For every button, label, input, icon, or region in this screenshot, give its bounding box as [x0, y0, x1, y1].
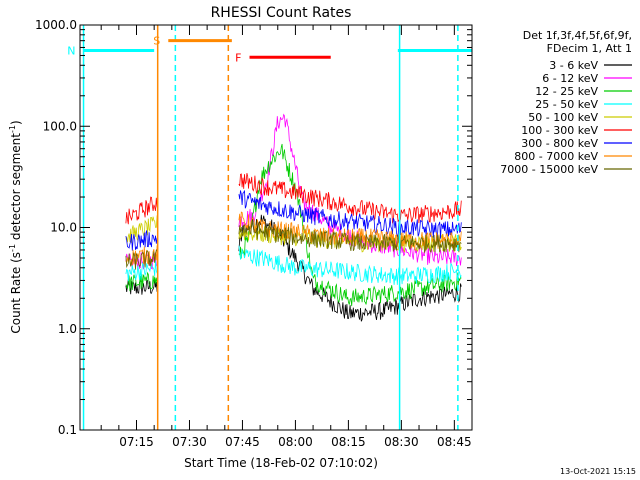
legend-entry-7000-15000-kev: 7000 - 15000 keV	[500, 163, 598, 176]
x-tick-label: 08:15	[331, 435, 366, 449]
y-tick-label: 100.0	[43, 119, 77, 133]
series-line-300-800-kev	[238, 190, 462, 239]
interval-label-f: F	[235, 51, 241, 64]
interval-label-n: N	[67, 44, 75, 57]
legend-entry-100-300-kev: 100 - 300 keV	[521, 124, 598, 137]
legend: Det 1f,3f,4f,5f,6f,9f, FDecim 1, Att 1 3…	[500, 29, 632, 176]
series-line-300-800-kev	[125, 230, 158, 251]
interval-label-s: S	[153, 35, 160, 48]
x-tick-label: 08:00	[278, 435, 313, 449]
x-tick-label: 07:45	[225, 435, 260, 449]
x-tick-label: 07:30	[172, 435, 207, 449]
legend-header-line-1: Det 1f,3f,4f,5f,6f,9f,	[523, 29, 632, 42]
series-line-6-12-kev	[125, 251, 158, 271]
series-line-6-12-kev	[238, 113, 462, 266]
legend-entry-6-12-kev: 6 - 12 keV	[542, 72, 598, 85]
legend-entry-300-800-kev: 300 - 800 keV	[521, 137, 598, 150]
series-line-100-300-kev	[238, 173, 462, 224]
series-line-100-300-kev	[125, 196, 158, 225]
series-line-7000-15000-kev	[125, 249, 158, 270]
y-axis-label: Count Rate (s-1 detector segment-1)	[8, 120, 23, 333]
series-line-25-50-kev	[125, 260, 158, 282]
y-tick-label: 10.0	[50, 221, 77, 235]
legend-entry-12-25-kev: 12 - 25 keV	[535, 85, 598, 98]
x-axis-label: Start Time (18-Feb-02 07:10:02)	[184, 456, 378, 470]
data-layer	[125, 113, 462, 322]
series-line-25-50-kev	[238, 245, 462, 285]
x-tick-label: 07:15	[119, 435, 154, 449]
legend-entry-50-100-kev: 50 - 100 keV	[528, 111, 598, 124]
legend-header-line-2: FDecim 1, Att 1	[547, 42, 632, 55]
legend-entry-800-7000-kev: 800 - 7000 keV	[514, 150, 598, 163]
x-tick-label: 08:45	[437, 435, 472, 449]
x-tick-label: 08:30	[384, 435, 419, 449]
series-line-12-25-kev	[125, 271, 158, 292]
timestamp: 13-Oct-2021 15:15	[560, 467, 636, 476]
chart-title: RHESSI Count Rates	[211, 5, 352, 21]
tick-layer: 0.1 1.0 10.0 100.0 1000.0 07:15 07:30 07:45 08:0…	[35, 18, 472, 449]
legend-entry-25-50-kev: 25 - 50 keV	[535, 98, 598, 111]
y-tick-label: 1000.0	[35, 18, 77, 32]
y-tick-label: 0.1	[58, 423, 77, 437]
legend-entry-3-6-kev: 3 - 6 keV	[549, 59, 598, 72]
series-line-12-25-kev	[238, 143, 462, 307]
series-line-7000-15000-kev	[238, 220, 462, 254]
y-tick-label: 1.0	[58, 322, 77, 336]
